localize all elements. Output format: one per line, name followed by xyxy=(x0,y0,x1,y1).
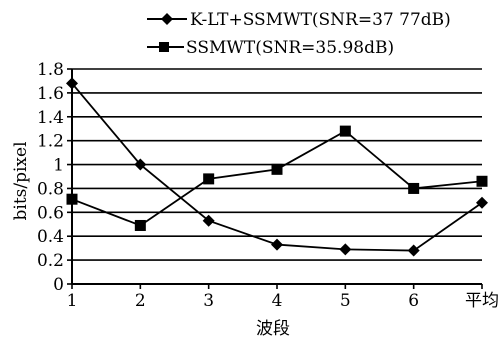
series-1 xyxy=(66,77,488,257)
x-tick-label: 4 xyxy=(272,291,283,311)
series-2 xyxy=(66,125,488,231)
data-point-square xyxy=(203,173,215,185)
data-point-diamond xyxy=(476,196,488,209)
legend: K-LT+SSMWT(SNR=37 77dB) SSMWT(SNR=35.98d… xyxy=(147,10,451,58)
data-point-diamond xyxy=(271,238,283,251)
legend-label-series-2: SSMWT(SNR=35.98dB) xyxy=(186,38,394,58)
x-tick-label: 5 xyxy=(340,291,351,311)
data-point-square xyxy=(66,193,78,205)
data-point-square xyxy=(476,175,488,187)
y-tick-label: 1.2 xyxy=(37,132,64,152)
x-tick-label: 3 xyxy=(203,291,214,311)
y-tick-label: 0.6 xyxy=(37,203,64,223)
legend-entry-series-2: SSMWT(SNR=35.98dB) xyxy=(147,38,394,58)
data-point-diamond xyxy=(339,243,352,256)
data-point-square xyxy=(134,219,146,231)
gridlines xyxy=(72,68,482,285)
y-tick-label: 1.6 xyxy=(37,84,64,104)
series-layer xyxy=(66,77,488,257)
x-tick-labels: 1 2 3 4 5 6 平均 xyxy=(67,291,499,311)
legend-marker-square xyxy=(159,42,169,52)
legend-marker-diamond xyxy=(161,13,173,25)
data-point-square xyxy=(408,182,420,194)
y-tick-label: 0.4 xyxy=(37,227,64,247)
y-tick-labels: 0 0.2 0.4 0.6 0.8 1 1.2 1.4 1.6 1.8 xyxy=(37,60,64,295)
data-point-square xyxy=(339,125,351,137)
axes xyxy=(67,68,483,289)
y-tick-label: 0.2 xyxy=(37,251,64,271)
legend-entry-series-1: K-LT+SSMWT(SNR=37 77dB) xyxy=(147,10,451,30)
x-tick-label: 1 xyxy=(67,291,78,311)
y-tick-label: 0 xyxy=(53,275,64,295)
x-axis-title: 波段 xyxy=(256,319,290,339)
x-tick-label: 平均 xyxy=(465,291,499,311)
data-point-diamond xyxy=(202,214,215,227)
y-tick-label: 1.8 xyxy=(37,60,64,80)
legend-label-series-1: K-LT+SSMWT(SNR=37 77dB) xyxy=(190,10,451,30)
x-tick-label: 6 xyxy=(408,291,419,311)
data-point-diamond xyxy=(66,77,78,90)
y-tick-label: 1.4 xyxy=(37,108,64,128)
x-tick-label: 2 xyxy=(135,291,146,311)
y-tick-label: 0.8 xyxy=(37,179,64,199)
y-tick-label: 1 xyxy=(53,156,64,176)
data-point-square xyxy=(271,163,283,175)
data-point-diamond xyxy=(407,244,420,257)
y-axis-title: bits/pixel xyxy=(11,141,31,220)
series-line xyxy=(71,130,483,227)
data-point-diamond xyxy=(134,158,147,171)
